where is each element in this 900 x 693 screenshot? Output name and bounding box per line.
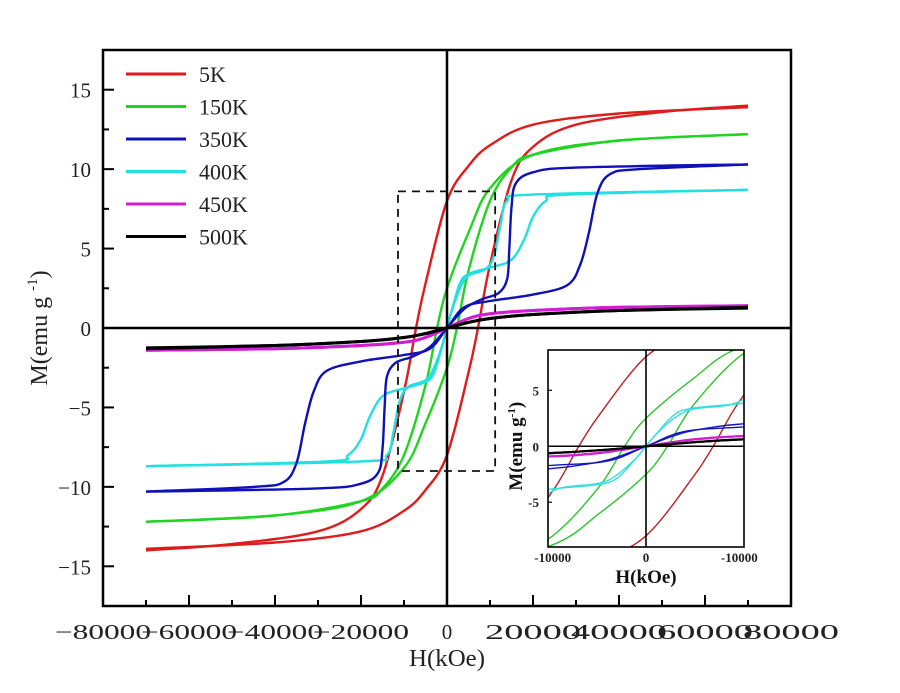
main-curves <box>145 104 749 552</box>
legend-item: 400K <box>126 160 248 185</box>
y-axis-title-main: M(emu g <box>27 291 53 386</box>
x-tick-label: −60000 <box>141 620 237 644</box>
legend-label: 400K <box>199 160 248 185</box>
x-tick-label: −20000 <box>313 620 409 644</box>
legend-label: 500K <box>199 225 248 250</box>
inset-y-tick-label: 5 <box>533 383 540 398</box>
inset-y-tick-label: -5 <box>528 495 539 510</box>
legend-item: 450K <box>126 192 248 217</box>
y-tick-label: 5 <box>81 238 92 262</box>
y-tick-label: −10 <box>58 476 91 500</box>
y-tick-label: 10 <box>70 158 91 182</box>
x-tick-label: 40000 <box>571 620 667 644</box>
legend-label: 450K <box>199 192 248 217</box>
inset-y-axis-title-main: M(emu g <box>506 417 527 491</box>
inset-curve-400K-descending <box>548 397 744 490</box>
legend-label: 350K <box>199 127 248 152</box>
inset-x-tick-label: 0 <box>643 550 650 565</box>
inset-x-tick-label: -10000 <box>534 550 571 565</box>
x-tick-label: 80000 <box>743 620 839 644</box>
inset-y-axis-title-close: ) <box>506 402 527 408</box>
inset-x-axis-title: H(kOe) <box>615 567 676 588</box>
legend: 5K 150K 350K 400K 450K 500K <box>126 62 248 250</box>
y-tick-label: 15 <box>70 79 91 103</box>
y-tick-label: 0 <box>81 317 92 341</box>
inset-curve-5K-descending <box>548 350 656 499</box>
inset-chart: -5 0 5 -10000 0 -10000 H(kOe) M(emu g-1) <box>506 349 758 588</box>
y-axis-title: M(emu g -1) <box>25 270 53 385</box>
zoom-region-box <box>397 190 497 472</box>
inset-y-axis-title-superscript: -1 <box>506 408 518 417</box>
y-tick-label: −5 <box>69 396 91 420</box>
x-tick-label: 0 <box>442 620 453 644</box>
curve-5K-descending <box>145 106 749 552</box>
x-tick-label: 60000 <box>657 620 753 644</box>
legend-label: 5K <box>199 62 226 87</box>
inset-y-axis-title: M(emu g-1) <box>506 402 527 491</box>
legend-item: 350K <box>126 127 248 152</box>
x-axis-title: H(kOe) <box>409 646 485 672</box>
legend-item: 500K <box>126 225 248 250</box>
legend-item: 5K <box>126 62 226 87</box>
inset-frame <box>547 349 745 548</box>
inset-axes: -5 0 5 -10000 0 -10000 H(kOe) M(emu g-1) <box>506 349 758 588</box>
curve-400K-descending <box>145 188 749 468</box>
x-tick-label: −80000 <box>55 620 151 644</box>
inset-x-tick-label: -10000 <box>721 550 758 565</box>
y-axis-title-close: ) <box>27 270 53 278</box>
curve-5K-ascending <box>145 104 749 550</box>
main-axes: −80000−60000−40000−20000 0 200004000060000… <box>25 48 839 672</box>
y-tick-label: −15 <box>58 555 91 579</box>
x-tick-label: −40000 <box>227 620 323 644</box>
inset-curve-5K-ascending <box>628 393 744 547</box>
legend-label: 150K <box>199 95 248 120</box>
x-tick-label: 20000 <box>485 620 581 644</box>
inset-y-tick-label: 0 <box>533 439 540 454</box>
legend-item: 150K <box>126 95 248 120</box>
y-axis-title-superscript: -1 <box>25 278 41 291</box>
